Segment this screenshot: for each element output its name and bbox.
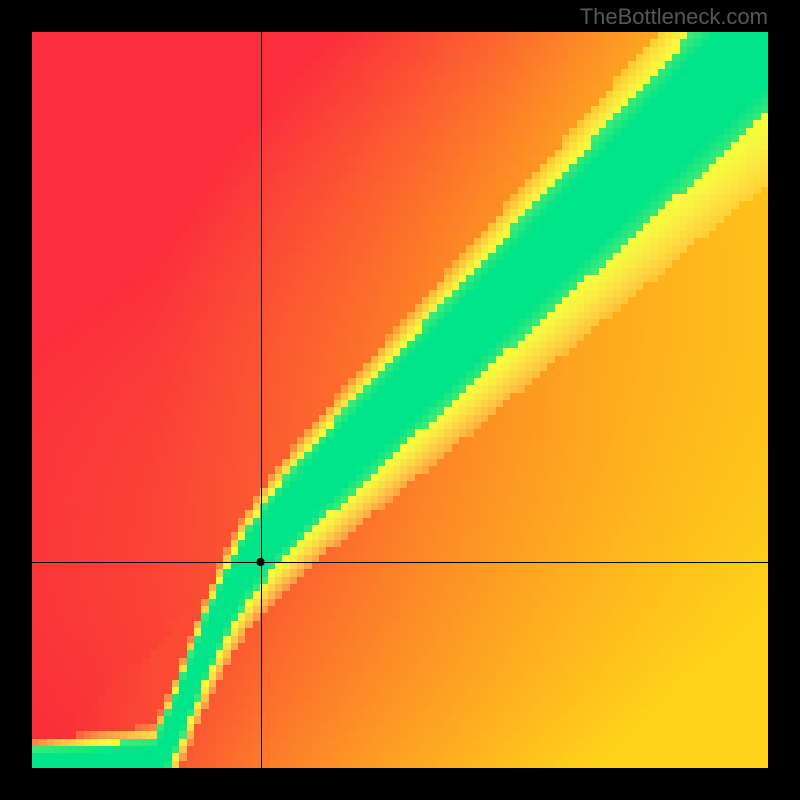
plot-container: TheBottleneck.com bbox=[0, 0, 800, 800]
bottleneck-heatmap bbox=[32, 32, 768, 768]
watermark-text: TheBottleneck.com bbox=[580, 4, 768, 30]
